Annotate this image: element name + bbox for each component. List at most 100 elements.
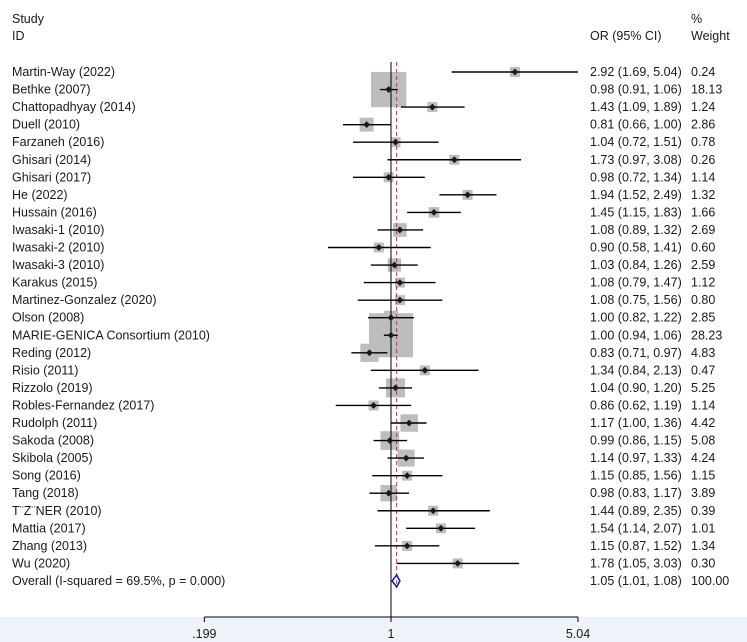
study-weight-text: 0.26 [691,153,715,167]
study-point-estimate [385,86,393,93]
study-ci-text: 1.08 (0.89, 1.32) [590,223,682,237]
study-point-estimate [392,138,399,146]
study-weight-text: 4.42 [691,416,715,430]
study-label: Martin-Way (2022) [12,65,115,79]
study-weight-text: 1.15 [691,469,715,483]
study-ci-text: 0.81 (0.66, 1.00) [590,118,682,132]
study-label: Iwasaki-1 (2010) [12,223,104,237]
study-point-estimate [363,121,371,129]
study-point-estimate [405,419,413,427]
study-label: Song (2016) [12,469,81,483]
study-weight-text: 0.47 [691,363,715,377]
overall-label: Overall (I-squared = 69.5%, p = 0.000) [12,574,225,588]
study-label: Karakus (2015) [12,276,97,290]
x-axis-tick-label: .199 [192,627,216,641]
study-ci-text: 2.92 (1.69, 5.04) [590,65,682,79]
study-label: Olson (2008) [12,311,84,325]
study-point-estimate [430,209,438,216]
study-weight-text: 2.86 [691,118,715,132]
study-point-estimate [403,542,411,550]
study-label: MARIE-GENICA Consortium (2010) [12,328,210,342]
study-point-estimate [428,103,436,111]
study-point-estimate [464,191,472,199]
study-ci-text: 0.83 (0.71, 0.97) [590,346,682,360]
study-weight-text: 0.78 [691,135,715,149]
header-study: Study [12,12,44,26]
study-label: Skibola (2005) [12,451,93,465]
study-weight-text: 5.08 [691,434,715,448]
study-ci-text: 0.99 (0.86, 1.15) [590,434,682,448]
study-ci-text: 1.08 (0.75, 1.56) [590,293,682,307]
study-weight-text: 4.24 [691,451,715,465]
study-point-estimate [402,454,410,462]
study-label: Tang (2018) [12,486,79,500]
study-label: Chattopadhyay (2014) [12,100,136,114]
study-ci-text: 0.98 (0.72, 1.34) [590,170,682,184]
study-weight-text: 2.59 [691,258,715,272]
study-point-estimate [387,331,395,339]
study-label: Wu (2020) [12,556,70,570]
study-label: Iwasaki-3 (2010) [12,258,104,272]
study-label: Sakoda (2008) [12,434,94,448]
study-label: Iwasaki-2 (2010) [12,241,104,255]
study-point-estimate [396,296,404,304]
study-label: He (2022) [12,188,68,202]
study-ci-text: 1.08 (0.79, 1.47) [590,276,682,290]
study-ci-text: 1.43 (1.09, 1.89) [590,100,682,114]
study-ci-text: 1.00 (0.94, 1.06) [590,328,682,342]
study-label: Mattia (2017) [12,521,86,535]
study-point-estimate [511,68,519,76]
study-label: Bethke (2007) [12,83,91,97]
study-point-estimate [396,279,404,286]
study-point-estimate [391,261,398,269]
study-weight-text: 2.85 [691,311,715,325]
study-ci-text: 1.17 (1.00, 1.36) [590,416,682,430]
study-point-estimate [385,173,393,181]
study-ci-text: 1.03 (0.84, 1.26) [590,258,682,272]
study-weight-text: 1.14 [691,170,715,184]
study-weight-text: 1.14 [691,398,715,412]
study-point-estimate [437,524,445,532]
study-point-estimate [387,314,395,322]
study-ci-text: 1.78 (1.05, 3.03) [590,556,682,570]
study-weight-text: 1.24 [691,100,715,114]
study-label: Ghisari (2017) [12,170,91,184]
study-weight-text: 1.34 [691,539,715,553]
study-point-estimate [392,384,399,392]
study-point-estimate [450,156,458,164]
study-label: T¨Z¨NER (2010) [12,504,102,518]
study-point-estimate [396,226,404,234]
study-weight-text: 1.32 [691,188,715,202]
study-label: Hussain (2016) [12,205,97,219]
study-weight-text: 4.83 [691,346,715,360]
study-ci-text: 0.98 (0.83, 1.17) [590,486,682,500]
overall-diamond [391,573,401,589]
study-ci-text: 1.73 (0.97, 3.08) [590,153,682,167]
header-percent: % [691,12,703,26]
study-weight-text: 3.89 [691,486,715,500]
study-ci-text: 1.54 (1.14, 2.07) [590,521,682,535]
study-weight-text: 28.23 [691,328,722,342]
study-weight-text: 1.12 [691,276,715,290]
study-weight-text: 18.13 [691,83,722,97]
study-ci-text: 1.04 (0.90, 1.20) [590,381,682,395]
study-weight-text: 0.30 [691,556,715,570]
x-axis-tick-label: 5.04 [566,627,590,641]
study-ci-text: 1.15 (0.85, 1.56) [590,469,682,483]
study-ci-text: 0.86 (0.62, 1.19) [590,398,682,412]
study-label: Rudolph (2011) [12,416,97,430]
header-or-ci: OR (95% CI) [590,29,662,43]
study-weight-text: 0.80 [691,293,715,307]
study-ci-text: 0.98 (0.91, 1.06) [590,83,682,97]
study-label: Zhang (2013) [12,539,87,553]
study-ci-text: 1.15 (0.87, 1.52) [590,539,682,553]
study-label: Rizzolo (2019) [12,381,93,395]
study-label: Duell (2010) [12,118,80,132]
study-weight-text: 5.25 [691,381,715,395]
study-label: Martinez-Gonzalez (2020) [12,293,157,307]
study-point-estimate [429,507,437,515]
study-label: Reding (2012) [12,346,91,360]
x-axis-tick-label: 1 [388,627,395,641]
study-point-estimate [385,489,393,497]
